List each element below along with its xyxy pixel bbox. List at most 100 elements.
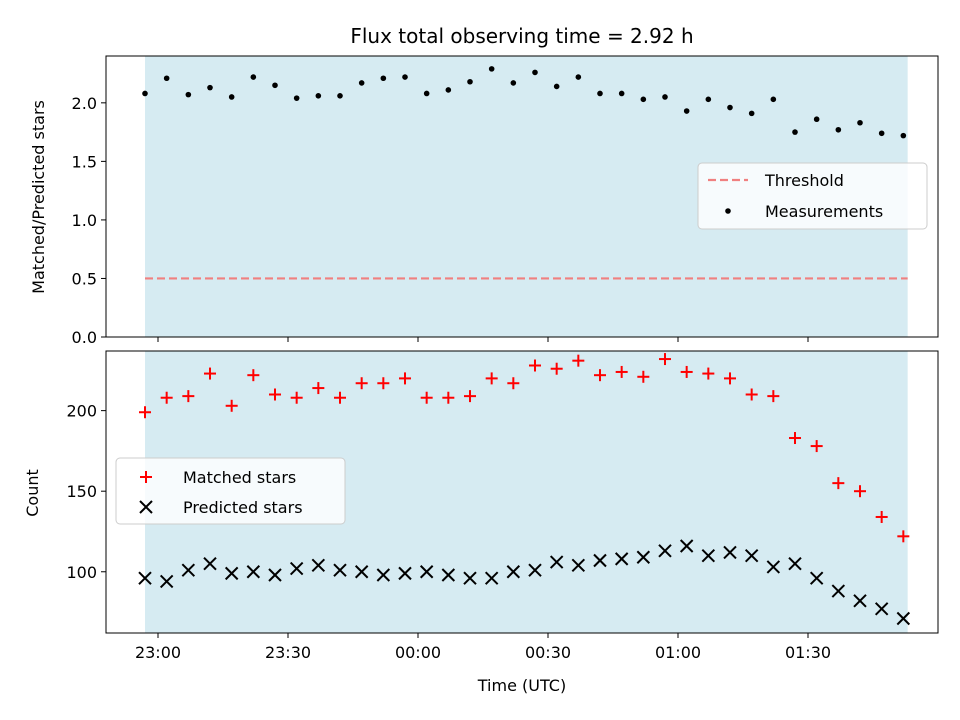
y-tick-label: 2.0	[72, 94, 97, 113]
measurement-point	[142, 90, 148, 97]
measurement-point	[445, 87, 452, 93]
measurement-point	[813, 116, 820, 123]
predicted-stars-point	[441, 568, 456, 582]
x-axis-label: Time (UTC)	[477, 676, 566, 695]
chart-title: Flux total observing time = 2.92 h	[350, 24, 693, 48]
legend-matched-swatch	[140, 471, 152, 483]
predicted-stars-point	[701, 548, 716, 563]
matched-stars-point	[204, 367, 216, 380]
y-tick-label: 150	[66, 482, 97, 501]
matched-stars-point	[875, 510, 888, 523]
y-tick-label: 1.0	[72, 211, 97, 230]
measurement-point	[163, 75, 170, 82]
matched-stars-point	[529, 359, 541, 372]
bottom-axes-frame	[105, 350, 939, 634]
y-tick-label: 200	[66, 402, 97, 421]
measurement-point	[467, 78, 473, 85]
predicted-stars-point	[268, 568, 282, 582]
measurement-point	[878, 130, 885, 137]
predicted-stars-point	[311, 558, 326, 573]
measurement-point	[315, 93, 322, 99]
matched-stars-point	[290, 391, 303, 404]
predicted-stars-point	[896, 611, 911, 626]
predicted-stars-point	[138, 571, 152, 585]
legend-matched-label: Matched stars	[183, 468, 296, 487]
bottom-series	[138, 353, 911, 626]
predicted-stars-point	[289, 561, 304, 576]
matched-stars-point	[767, 390, 780, 403]
matched-stars-point	[139, 406, 151, 419]
predicted-stars-point	[419, 565, 434, 579]
legend-predicted-swatch	[139, 500, 153, 514]
matched-stars-point	[377, 377, 390, 390]
predicted-stars-point	[224, 566, 239, 581]
y-tick-label: 100	[66, 563, 97, 582]
y-tick-label: 0.0	[72, 328, 97, 347]
measurement-point	[488, 66, 495, 72]
predicted-stars-point	[809, 571, 824, 585]
matched-stars-point	[745, 388, 758, 401]
predicted-stars-point	[766, 560, 781, 574]
predicted-stars-point	[593, 553, 607, 568]
measurement-point	[337, 93, 343, 99]
predicted-stars-point	[181, 563, 196, 577]
top-legend: Threshold Measurements	[697, 162, 928, 230]
predicted-stars-point	[744, 548, 759, 563]
measurement-point	[272, 82, 278, 89]
top-y-axis-label: Matched/Predicted stars	[29, 100, 48, 294]
predicted-stars-point	[874, 602, 889, 616]
matched-stars-point	[789, 432, 801, 445]
matched-stars-point	[442, 391, 455, 404]
measurement-point	[835, 126, 842, 133]
top-axes-frame	[105, 55, 939, 338]
measurement-point	[185, 91, 192, 98]
measurement-point	[900, 132, 907, 139]
measurement-point	[553, 83, 560, 90]
measurement-point	[683, 108, 690, 114]
matched-stars-point	[594, 369, 606, 382]
measurements-series	[142, 66, 907, 139]
top-x-ticks	[157, 337, 809, 342]
matched-stars-point	[312, 382, 325, 395]
matched-stars-point	[897, 530, 910, 543]
bottom-x-axis: 23:00 23:30 00:00 00:30 01:00 01:30	[135, 633, 831, 662]
matched-stars-point	[832, 477, 845, 490]
predicted-stars-point	[788, 557, 802, 571]
bottom-y-axis: 100 150 200	[66, 402, 106, 582]
predicted-stars-point	[354, 565, 369, 579]
matched-stars-point	[355, 377, 368, 390]
predicted-stars-point	[484, 571, 499, 585]
matched-stars-point	[507, 377, 520, 390]
predicted-stars-point	[463, 571, 477, 585]
measurement-point	[402, 74, 408, 80]
predicted-stars-point	[376, 568, 391, 582]
matched-stars-point	[572, 354, 585, 367]
matched-stars-point	[637, 370, 650, 383]
top-panel: 0.00.51.01.52.0 Matched/Predicted stars …	[29, 55, 939, 347]
measurement-point	[250, 74, 257, 80]
matched-stars-point	[680, 365, 693, 378]
matched-stars-point	[854, 485, 866, 498]
measurement-point	[228, 94, 235, 100]
measurement-point	[792, 129, 798, 135]
measurement-point	[358, 80, 365, 86]
matched-stars-point	[485, 372, 498, 385]
predicted-stars-point	[636, 550, 651, 564]
predicted-stars-point	[203, 557, 217, 571]
predicted-stars-point	[549, 555, 564, 569]
legend-measurements-swatch	[725, 208, 731, 214]
predicted-stars-point	[159, 574, 174, 589]
measurement-point	[770, 96, 777, 103]
measurement-point	[662, 94, 668, 100]
x-tick-label: 00:00	[395, 643, 441, 662]
matched-stars-point	[225, 399, 238, 412]
x-tick-label: 01:30	[785, 643, 831, 662]
measurement-point	[748, 110, 755, 117]
predicted-stars-point	[506, 565, 521, 579]
x-tick-label: 01:00	[655, 643, 701, 662]
predicted-stars-point	[614, 552, 629, 566]
y-tick-label: 0.5	[72, 269, 97, 288]
legend-predicted-label: Predicted stars	[183, 498, 303, 517]
matched-stars-point	[464, 390, 476, 403]
